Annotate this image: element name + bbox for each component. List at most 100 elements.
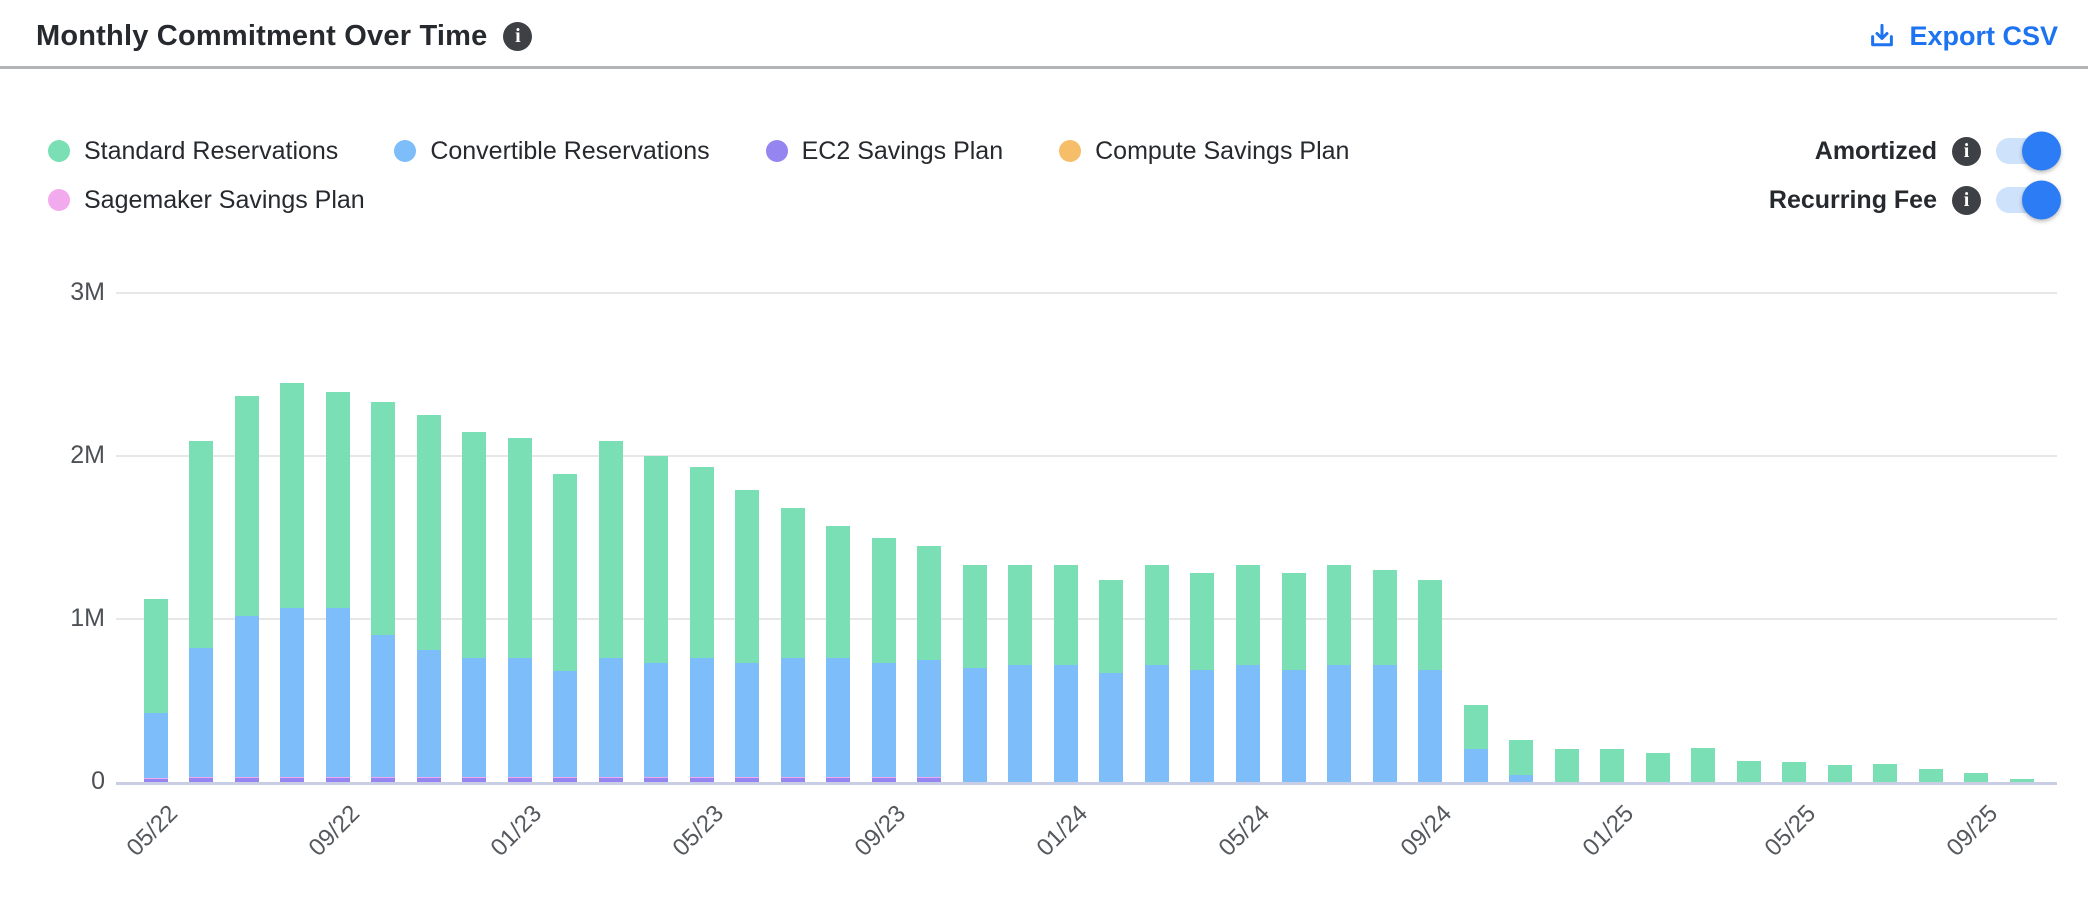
bar-segment-sagemaker-savings-plan[interactable] (189, 777, 214, 778)
bar-segment-standard-reservations[interactable] (1964, 773, 1989, 782)
bar-segment-convertible-reservations[interactable] (871, 663, 896, 778)
bar-segment-sagemaker-savings-plan[interactable] (735, 777, 760, 778)
bar-segment-convertible-reservations[interactable] (689, 658, 714, 778)
bar-segment-ec2-savings-plan[interactable] (917, 777, 942, 782)
bar-segment-standard-reservations[interactable] (1372, 570, 1397, 665)
bar-segment-convertible-reservations[interactable] (189, 648, 214, 778)
bar-segment-standard-reservations[interactable] (1008, 565, 1033, 665)
bar-segment-convertible-reservations[interactable] (143, 712, 168, 778)
bar-segment-convertible-reservations[interactable] (644, 663, 669, 778)
bar-segment-convertible-reservations[interactable] (371, 635, 396, 778)
bar-segment-convertible-reservations[interactable] (1281, 669, 1306, 782)
bar-segment-convertible-reservations[interactable] (280, 607, 305, 778)
bar-segment-sagemaker-savings-plan[interactable] (143, 777, 168, 779)
bar-segment-ec2-savings-plan[interactable] (325, 777, 350, 782)
bar-segment-standard-reservations[interactable] (1918, 768, 1943, 782)
bar-segment-convertible-reservations[interactable] (1463, 749, 1488, 782)
bar-segment-convertible-reservations[interactable] (826, 658, 851, 778)
bar-segment-standard-reservations[interactable] (143, 598, 168, 713)
bar-segment-ec2-savings-plan[interactable] (462, 777, 487, 782)
bar-segment-standard-reservations[interactable] (371, 402, 396, 636)
bar-segment-sagemaker-savings-plan[interactable] (917, 777, 942, 778)
bar-segment-standard-reservations[interactable] (1827, 764, 1852, 782)
bar-segment-convertible-reservations[interactable] (780, 658, 805, 778)
bar-segment-sagemaker-savings-plan[interactable] (280, 777, 305, 778)
bar-segment-standard-reservations[interactable] (917, 545, 942, 660)
bar-segment-convertible-reservations[interactable] (416, 649, 441, 778)
bar-segment-standard-reservations[interactable] (1782, 762, 1807, 782)
amortized-toggle[interactable] (1996, 131, 2061, 171)
bar-segment-convertible-reservations[interactable] (1509, 775, 1534, 782)
bar-segment-ec2-savings-plan[interactable] (826, 777, 851, 782)
legend-item[interactable]: Standard Reservations (48, 134, 338, 168)
bar-segment-convertible-reservations[interactable] (1418, 669, 1443, 782)
bar-segment-standard-reservations[interactable] (1190, 573, 1215, 670)
bar-segment-standard-reservations[interactable] (1327, 565, 1352, 665)
bar-segment-ec2-savings-plan[interactable] (644, 777, 669, 782)
bar-segment-standard-reservations[interactable] (780, 508, 805, 659)
bar-segment-standard-reservations[interactable] (689, 467, 714, 659)
export-csv-button[interactable]: Export CSV (1867, 16, 2058, 56)
bar-segment-sagemaker-savings-plan[interactable] (416, 777, 441, 778)
bar-segment-standard-reservations[interactable] (1463, 705, 1488, 750)
bar-segment-convertible-reservations[interactable] (507, 658, 532, 778)
bar-segment-standard-reservations[interactable] (1736, 760, 1761, 782)
bar-segment-ec2-savings-plan[interactable] (280, 777, 305, 782)
bar-segment-sagemaker-savings-plan[interactable] (871, 777, 896, 778)
bar-segment-ec2-savings-plan[interactable] (189, 777, 214, 782)
bar-segment-convertible-reservations[interactable] (962, 667, 987, 782)
bar-segment-standard-reservations[interactable] (234, 395, 259, 616)
recurring-fee-info-icon[interactable]: i (1952, 185, 1981, 215)
bar-segment-ec2-savings-plan[interactable] (689, 777, 714, 782)
bar-segment-sagemaker-savings-plan[interactable] (689, 777, 714, 778)
bar-segment-convertible-reservations[interactable] (234, 615, 259, 778)
title-info-icon[interactable]: i (503, 21, 533, 51)
bar-segment-standard-reservations[interactable] (826, 526, 851, 659)
bar-segment-convertible-reservations[interactable] (1327, 664, 1352, 782)
recurring-fee-toggle[interactable] (1996, 180, 2061, 220)
bar-segment-standard-reservations[interactable] (325, 392, 350, 608)
bar-segment-ec2-savings-plan[interactable] (553, 777, 578, 782)
bar-segment-standard-reservations[interactable] (735, 490, 760, 663)
amortized-info-icon[interactable]: i (1952, 136, 1981, 166)
bar-segment-ec2-savings-plan[interactable] (780, 777, 805, 782)
bar-segment-sagemaker-savings-plan[interactable] (234, 777, 259, 778)
bar-segment-standard-reservations[interactable] (1053, 565, 1078, 665)
bar-segment-standard-reservations[interactable] (1691, 747, 1716, 782)
legend-item[interactable]: Sagemaker Savings Plan (48, 183, 365, 217)
legend-item[interactable]: Compute Savings Plan (1059, 134, 1349, 168)
bar-segment-standard-reservations[interactable] (1235, 565, 1260, 665)
bar-segment-sagemaker-savings-plan[interactable] (507, 777, 532, 778)
bar-segment-sagemaker-savings-plan[interactable] (780, 777, 805, 778)
bar-segment-convertible-reservations[interactable] (1144, 664, 1169, 782)
bar-segment-convertible-reservations[interactable] (1190, 669, 1215, 782)
bar-segment-convertible-reservations[interactable] (1372, 664, 1397, 782)
bar-segment-ec2-savings-plan[interactable] (507, 777, 532, 782)
bar-segment-ec2-savings-plan[interactable] (234, 777, 259, 782)
bar-segment-standard-reservations[interactable] (2009, 778, 2034, 782)
bar-segment-standard-reservations[interactable] (1873, 764, 1898, 782)
bar-segment-convertible-reservations[interactable] (1053, 664, 1078, 782)
bar-segment-sagemaker-savings-plan[interactable] (644, 777, 669, 778)
bar-segment-standard-reservations[interactable] (280, 382, 305, 608)
bar-segment-convertible-reservations[interactable] (1099, 672, 1124, 782)
bar-segment-ec2-savings-plan[interactable] (735, 777, 760, 782)
bar-segment-standard-reservations[interactable] (189, 441, 214, 649)
bar-segment-standard-reservations[interactable] (1645, 752, 1670, 782)
legend-item[interactable]: EC2 Savings Plan (765, 134, 1003, 168)
bar-segment-ec2-savings-plan[interactable] (871, 777, 896, 782)
bar-segment-standard-reservations[interactable] (1099, 579, 1124, 673)
bar-segment-sagemaker-savings-plan[interactable] (462, 777, 487, 778)
bar-segment-standard-reservations[interactable] (1281, 573, 1306, 670)
bar-segment-standard-reservations[interactable] (598, 441, 623, 659)
bar-segment-standard-reservations[interactable] (507, 438, 532, 659)
bar-segment-sagemaker-savings-plan[interactable] (826, 777, 851, 778)
bar-segment-ec2-savings-plan[interactable] (371, 777, 396, 782)
bar-segment-sagemaker-savings-plan[interactable] (371, 777, 396, 778)
bar-segment-ec2-savings-plan[interactable] (416, 777, 441, 782)
bar-segment-convertible-reservations[interactable] (735, 663, 760, 778)
bar-segment-ec2-savings-plan[interactable] (143, 778, 168, 782)
bar-segment-standard-reservations[interactable] (1418, 579, 1443, 670)
bar-segment-standard-reservations[interactable] (871, 537, 896, 663)
legend-item[interactable]: Convertible Reservations (394, 134, 710, 168)
